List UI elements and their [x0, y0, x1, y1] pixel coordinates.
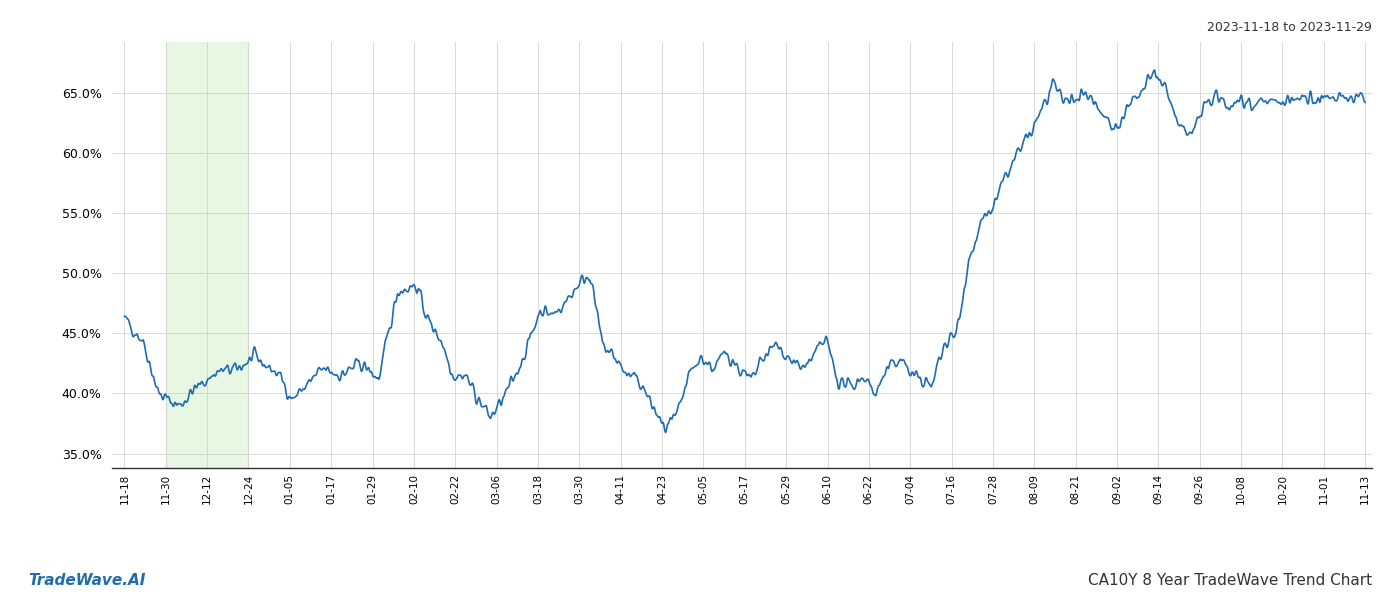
Text: TradeWave.AI: TradeWave.AI: [28, 573, 146, 588]
Text: CA10Y 8 Year TradeWave Trend Chart: CA10Y 8 Year TradeWave Trend Chart: [1088, 573, 1372, 588]
Bar: [165, 42, 248, 468]
Text: 2023-11-18 to 2023-11-29: 2023-11-18 to 2023-11-29: [1207, 21, 1372, 34]
